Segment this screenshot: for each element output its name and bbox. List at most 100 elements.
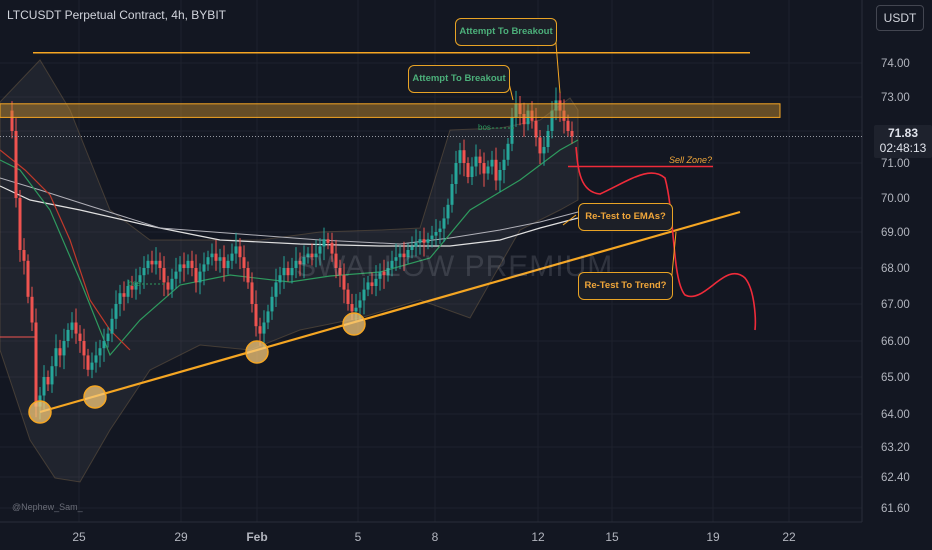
x-tick-label: 19 <box>706 530 720 544</box>
candle-body <box>190 260 194 268</box>
candle-body <box>470 166 474 177</box>
candle-body <box>514 103 518 118</box>
y-tick-label: 70.00 <box>881 193 910 205</box>
candle-body <box>162 268 166 283</box>
candle-body <box>290 268 294 276</box>
x-tick-label: 22 <box>782 530 796 544</box>
candle-body <box>62 341 66 356</box>
candle-body <box>306 253 310 258</box>
candle-body <box>546 131 550 147</box>
candle-body <box>506 143 510 160</box>
x-tick-label: 15 <box>605 530 619 544</box>
candles <box>10 87 574 420</box>
candle-body <box>294 260 298 268</box>
candle-body <box>418 239 422 243</box>
trendline-touch-marker <box>28 400 52 424</box>
candle-body <box>118 293 122 304</box>
projection-path <box>575 146 757 331</box>
price-axis <box>862 0 932 550</box>
candle-body <box>450 184 454 205</box>
candle-body <box>150 260 154 265</box>
candle-body <box>158 260 162 268</box>
y-tick-label: 69.00 <box>881 227 910 239</box>
candle-body <box>198 271 202 283</box>
candle-body <box>442 218 446 229</box>
candle-body <box>530 110 534 121</box>
candle-body <box>262 322 266 334</box>
ema-fast-line <box>0 139 579 357</box>
candle-body <box>398 253 402 258</box>
candle-body <box>550 110 554 131</box>
candle-body <box>258 326 262 334</box>
candle-body <box>186 260 190 268</box>
candle-body <box>254 304 258 327</box>
note-retest-emas[interactable]: Re-Test to EMAs? <box>578 203 673 231</box>
grid-lines <box>0 0 862 522</box>
candle-body <box>354 307 358 312</box>
note-attempt-breakout-top[interactable]: Attempt To Breakout <box>455 18 557 46</box>
y-tick-label: 66.00 <box>881 336 910 348</box>
callout-leader-emas <box>562 214 577 226</box>
candle-body <box>194 268 198 283</box>
candle-body <box>422 239 426 243</box>
y-tick-label: 63.20 <box>881 442 910 454</box>
candle-body <box>214 253 218 261</box>
candle-body <box>134 282 138 290</box>
candle-body <box>74 322 78 334</box>
candle-body <box>26 260 30 297</box>
candle-body <box>394 257 398 261</box>
watermark: SWALLOW PREMIUM <box>296 250 614 283</box>
last-price-tag: 71.83 02:48:13 <box>874 125 932 158</box>
candle-body <box>502 159 506 170</box>
y-tick-label: 71.00 <box>881 158 910 170</box>
candle-body <box>366 282 370 290</box>
bar-countdown: 02:48:13 <box>879 141 927 155</box>
bos-label: bos <box>128 279 141 288</box>
candle-body <box>462 150 466 163</box>
candle-body <box>518 103 522 114</box>
candle-body <box>330 242 334 254</box>
candle-body <box>482 163 486 174</box>
candle-body <box>18 198 22 250</box>
x-tick-label: 29 <box>174 530 188 544</box>
candle-body <box>90 362 94 370</box>
candle-body <box>346 289 350 304</box>
candle-body <box>334 253 338 268</box>
candle-body <box>234 246 238 254</box>
candle-body <box>430 235 434 240</box>
candle-body <box>238 246 242 258</box>
candle-body <box>302 257 306 265</box>
candle-body <box>498 170 502 181</box>
candle-body <box>250 282 254 304</box>
candle-body <box>454 163 458 184</box>
candle-body <box>314 253 318 258</box>
candle-body <box>378 271 382 279</box>
candle-body <box>466 163 470 177</box>
candle-body <box>106 333 110 341</box>
candle-body <box>114 304 118 319</box>
x-tick-label: 12 <box>531 530 545 544</box>
candle-body <box>446 204 450 219</box>
candle-body <box>486 166 490 174</box>
candle-body <box>54 348 58 367</box>
candle-body <box>362 289 366 301</box>
y-tick-label: 61.60 <box>881 503 910 515</box>
candle-body <box>566 120 570 131</box>
candle-body <box>298 260 302 265</box>
candle-body <box>270 296 274 312</box>
currency-button[interactable]: USDT <box>876 5 924 31</box>
candle-body <box>350 304 354 312</box>
note-attempt-breakout-mid[interactable]: Attempt To Breakout <box>408 65 510 93</box>
candle-body <box>30 296 34 323</box>
candle-body <box>286 268 290 276</box>
y-tick-label: 64.00 <box>881 409 910 421</box>
candle-body <box>318 246 322 254</box>
candle-body <box>522 114 526 125</box>
note-retest-trend[interactable]: Re-Test To Trend? <box>578 272 673 300</box>
candle-body <box>282 268 286 276</box>
candle-body <box>342 275 346 290</box>
candle-body <box>558 100 562 111</box>
resistance-zone <box>0 103 781 118</box>
candle-body <box>210 253 214 258</box>
